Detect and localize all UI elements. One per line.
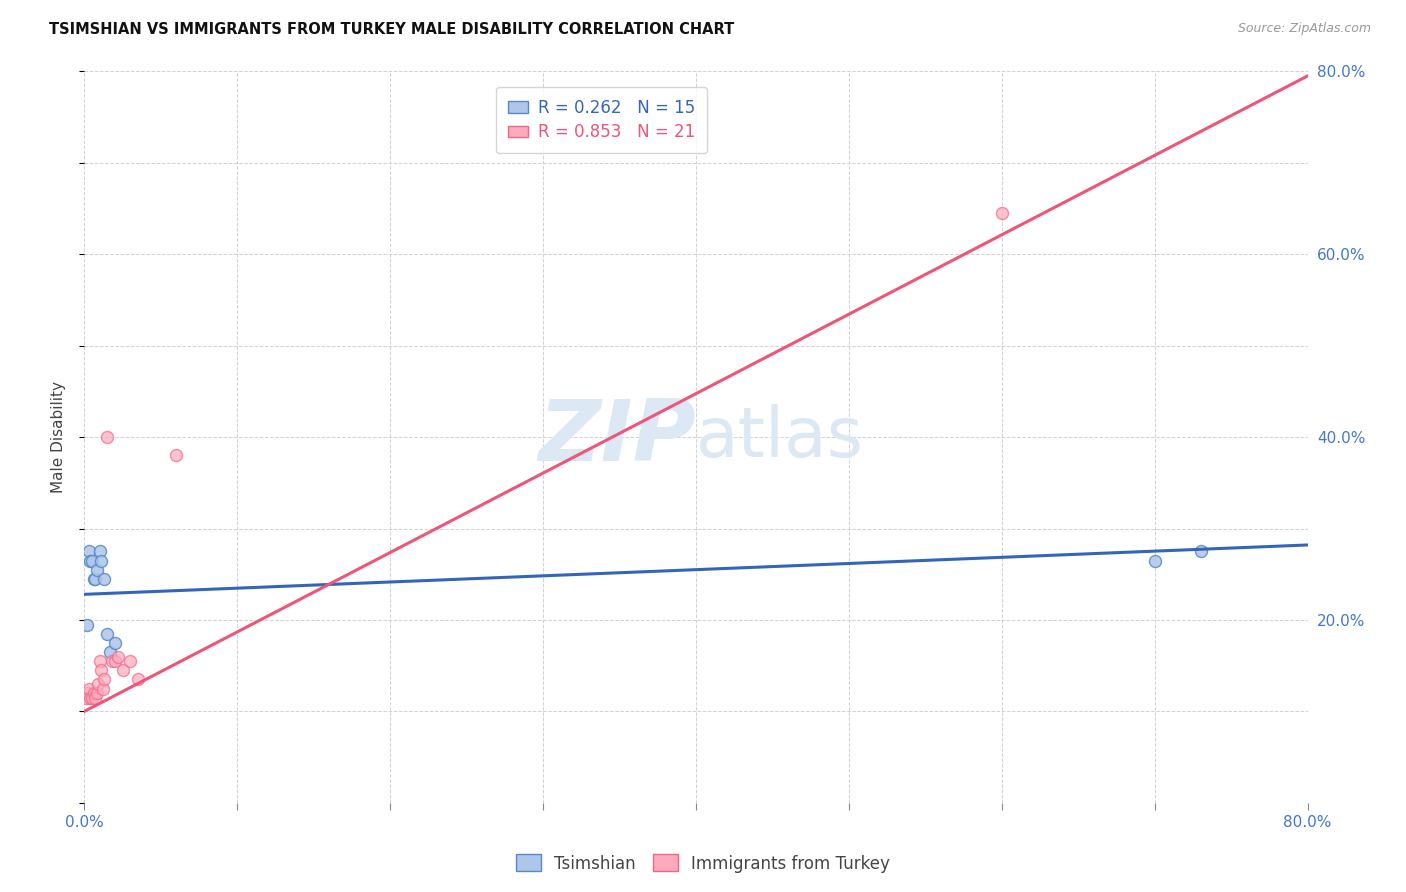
Point xyxy=(76,617,98,632)
Point xyxy=(107,649,129,664)
Point xyxy=(1189,544,1212,558)
Point xyxy=(83,572,105,586)
Point xyxy=(90,663,112,677)
Point xyxy=(89,544,111,558)
Point xyxy=(111,663,134,677)
Text: TSIMSHIAN VS IMMIGRANTS FROM TURKEY MALE DISABILITY CORRELATION CHART: TSIMSHIAN VS IMMIGRANTS FROM TURKEY MALE… xyxy=(49,22,734,37)
Text: atlas: atlas xyxy=(696,403,863,471)
Point xyxy=(93,572,115,586)
Point xyxy=(104,636,127,650)
Point xyxy=(86,563,108,577)
Point xyxy=(127,673,149,687)
Legend: R = 0.262   N = 15, R = 0.853   N = 21: R = 0.262 N = 15, R = 0.853 N = 21 xyxy=(496,87,707,153)
Point xyxy=(165,449,187,463)
Point xyxy=(104,654,127,668)
Point xyxy=(89,654,111,668)
Point xyxy=(79,690,101,705)
Point xyxy=(83,686,105,700)
Point xyxy=(75,690,97,705)
Point xyxy=(84,690,107,705)
Point xyxy=(96,430,118,444)
Point xyxy=(87,677,110,691)
Point xyxy=(79,553,101,567)
Point xyxy=(86,686,108,700)
Point xyxy=(93,673,115,687)
Point xyxy=(80,553,103,567)
Point xyxy=(77,544,100,558)
Point xyxy=(120,654,142,668)
Point xyxy=(91,681,114,696)
Legend: Tsimshian, Immigrants from Turkey: Tsimshian, Immigrants from Turkey xyxy=(509,847,897,880)
Point xyxy=(77,681,100,696)
Text: ZIP: ZIP xyxy=(538,395,696,479)
Point xyxy=(96,626,118,640)
Point xyxy=(991,206,1014,220)
Point xyxy=(76,686,98,700)
Text: Source: ZipAtlas.com: Source: ZipAtlas.com xyxy=(1237,22,1371,36)
Point xyxy=(90,553,112,567)
Point xyxy=(98,645,121,659)
Point xyxy=(84,572,107,586)
Point xyxy=(80,690,103,705)
Y-axis label: Male Disability: Male Disability xyxy=(51,381,66,493)
Point xyxy=(101,654,124,668)
Point xyxy=(1143,553,1166,567)
